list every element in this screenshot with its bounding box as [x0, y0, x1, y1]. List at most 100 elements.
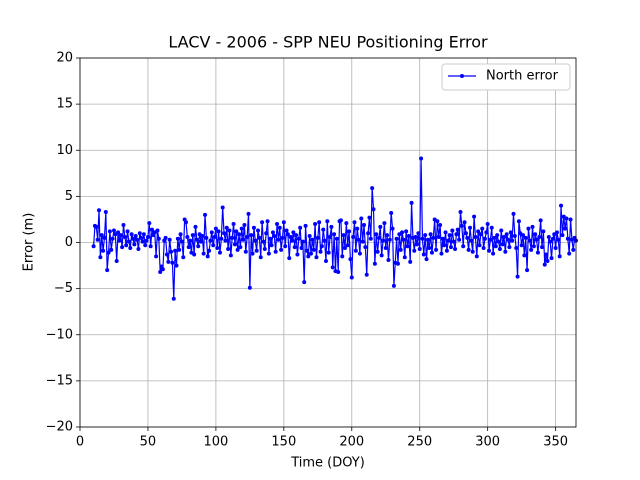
data-point — [315, 235, 320, 240]
data-point — [446, 238, 451, 243]
data-point — [489, 225, 494, 230]
data-point — [302, 280, 307, 285]
data-point — [227, 228, 232, 233]
data-point — [360, 239, 365, 244]
data-point — [382, 221, 387, 226]
data-point — [462, 220, 467, 225]
data-point — [465, 235, 470, 240]
data-point — [355, 226, 360, 231]
data-point — [105, 268, 110, 273]
data-point — [109, 247, 114, 252]
y-tick-label: −20 — [46, 420, 73, 435]
data-point — [363, 245, 368, 250]
data-point — [328, 234, 333, 239]
data-point — [250, 251, 255, 256]
data-point — [309, 251, 314, 256]
data-point — [466, 247, 471, 252]
data-point — [503, 249, 508, 254]
data-point — [385, 233, 390, 238]
data-point — [213, 226, 218, 231]
data-point — [110, 236, 115, 241]
data-point — [160, 267, 165, 272]
y-tick-label: 0 — [65, 235, 73, 250]
data-point — [171, 296, 176, 301]
data-point — [564, 216, 569, 221]
data-point — [310, 237, 315, 242]
data-point — [235, 247, 240, 252]
data-point — [487, 248, 492, 253]
data-point — [205, 254, 210, 259]
data-point — [211, 243, 216, 248]
data-point — [292, 245, 297, 250]
data-point — [538, 218, 543, 223]
data-point — [370, 186, 375, 191]
data-point — [348, 257, 353, 262]
data-point — [99, 233, 104, 238]
data-point — [326, 250, 331, 255]
data-point — [342, 246, 347, 251]
y-axis-label: Error (m) — [22, 213, 37, 272]
data-point — [563, 226, 568, 231]
data-point — [351, 234, 356, 239]
data-point — [334, 236, 339, 241]
data-point — [260, 220, 265, 225]
data-point — [251, 225, 256, 230]
data-point — [144, 238, 149, 243]
data-point — [101, 248, 106, 253]
data-point — [416, 231, 421, 236]
data-point — [349, 275, 354, 280]
data-point — [391, 283, 396, 288]
data-point — [203, 212, 208, 217]
data-point — [332, 232, 337, 237]
data-point — [317, 220, 322, 225]
data-point — [279, 247, 284, 252]
data-point — [495, 233, 500, 238]
data-point — [476, 229, 481, 234]
data-point — [438, 222, 443, 227]
data-point — [481, 246, 486, 251]
data-point — [400, 230, 405, 235]
data-point — [95, 237, 100, 242]
legend-marker — [460, 74, 464, 78]
data-point — [256, 228, 261, 233]
data-point — [514, 246, 519, 251]
data-point — [537, 234, 542, 239]
data-point — [196, 244, 201, 249]
data-point — [185, 234, 190, 239]
data-point — [560, 233, 565, 238]
data-point — [529, 247, 534, 252]
data-point — [544, 252, 549, 257]
data-point — [208, 238, 213, 243]
data-point — [535, 250, 540, 255]
data-point — [554, 230, 559, 235]
data-point — [129, 232, 134, 237]
data-point — [506, 237, 511, 242]
data-point — [125, 229, 130, 234]
data-point — [389, 210, 394, 215]
data-point — [408, 259, 413, 264]
data-point — [459, 223, 464, 228]
data-point — [492, 235, 497, 240]
data-point — [508, 230, 513, 235]
data-point — [314, 255, 319, 260]
data-point — [261, 239, 266, 244]
data-point — [530, 224, 535, 229]
data-point — [190, 233, 195, 238]
y-tick-label: 15 — [56, 97, 73, 112]
data-point — [128, 246, 133, 251]
data-point — [97, 208, 102, 213]
data-point — [493, 244, 498, 249]
data-point — [468, 225, 473, 230]
data-point — [183, 220, 188, 225]
data-point — [435, 219, 440, 224]
data-point — [427, 246, 432, 251]
data-point — [541, 229, 546, 234]
data-point — [239, 226, 244, 231]
data-point — [500, 242, 505, 247]
data-point — [417, 246, 422, 251]
data-point — [114, 258, 119, 263]
data-point — [284, 228, 289, 233]
data-point — [448, 245, 453, 250]
data-point — [519, 243, 524, 248]
data-point — [450, 228, 455, 233]
